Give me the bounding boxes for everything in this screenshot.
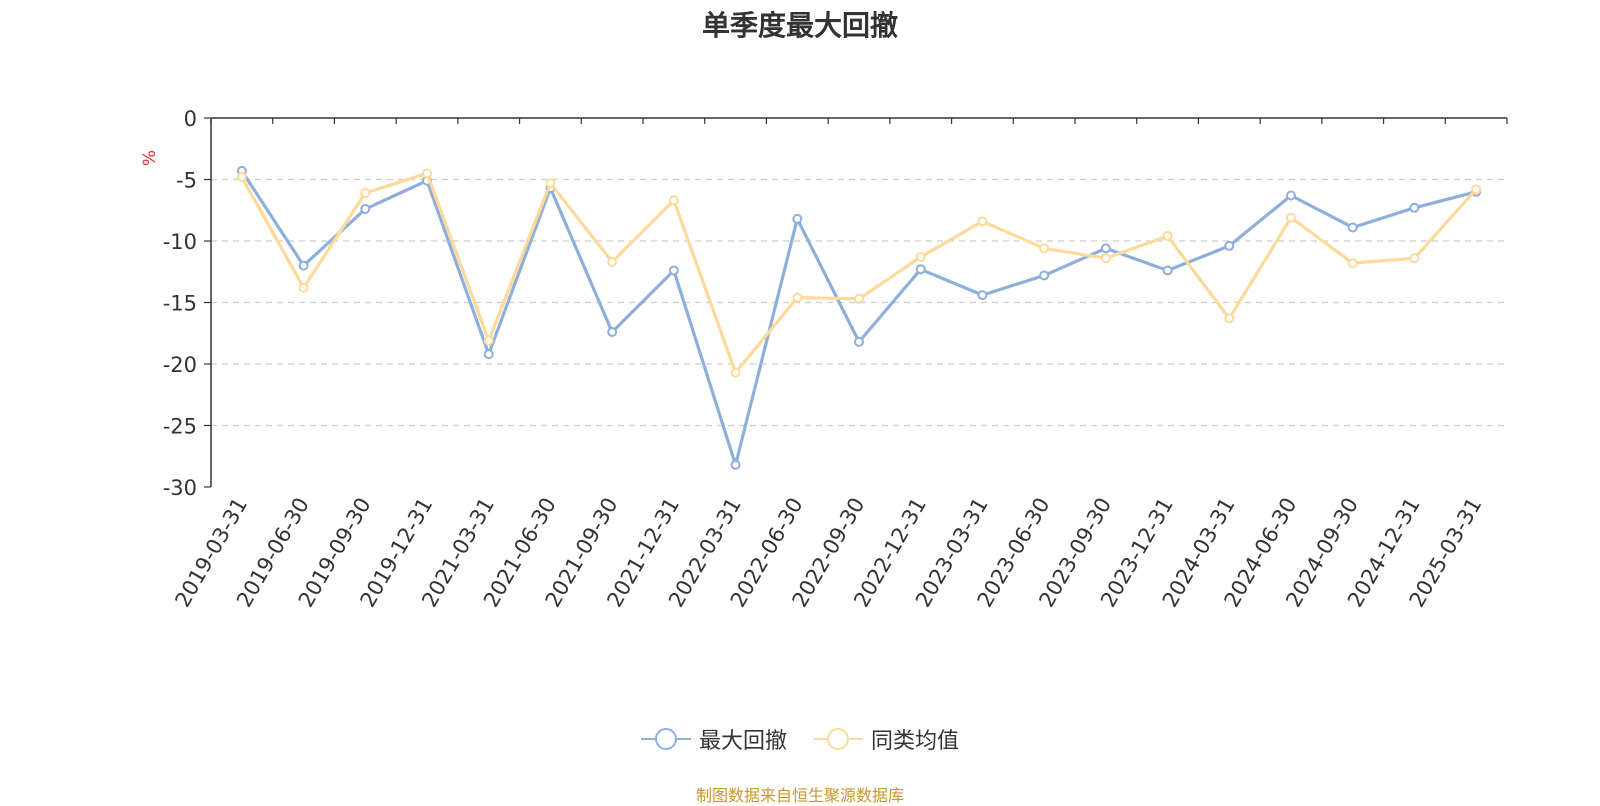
data-point: [298, 282, 309, 293]
data-point: [1162, 265, 1173, 276]
data-point: [1471, 184, 1482, 195]
y-tick-label: 0: [184, 107, 197, 131]
data-point: [668, 195, 679, 206]
legend-label-peer-average: 同类均值: [871, 729, 960, 754]
data-point: [483, 335, 494, 346]
y-tick-label: -15: [163, 292, 197, 316]
data-point: [607, 327, 618, 338]
data-point: [360, 204, 371, 215]
legend-marker-max-drawdown-icon: [640, 728, 691, 750]
data-point: [792, 292, 803, 303]
data-point: [977, 290, 988, 301]
legend-label-max-drawdown: 最大回撤: [698, 729, 787, 754]
y-tick-label: -25: [163, 415, 197, 439]
y-tick-label: -30: [163, 476, 197, 500]
data-point: [915, 264, 926, 275]
data-point: [854, 336, 864, 347]
data-point: [1224, 240, 1235, 251]
data-point: [422, 168, 432, 179]
y-tick-label: -5: [176, 169, 197, 193]
data-point: [1409, 253, 1420, 264]
data-source-note: 制图数据来自恒生聚源数据库: [695, 786, 904, 805]
data-point: [360, 188, 371, 199]
chart-title: 单季度最大回撤: [701, 9, 898, 42]
data-point: [1224, 313, 1235, 324]
data-point: [730, 459, 741, 470]
data-point: [1409, 202, 1420, 213]
legend-marker-peer-average-icon: [813, 728, 863, 750]
line-chart: 0-5-10-15-20-25-30%2019-03-312019-06-302…: [140, 107, 1508, 611]
y-axis-label: %: [140, 150, 160, 166]
data-point: [607, 256, 618, 267]
data-point: [483, 349, 494, 360]
data-point: [545, 178, 556, 189]
data-point: [236, 172, 247, 183]
data-point: [1286, 190, 1296, 201]
series-max-drawdown: [236, 165, 1482, 470]
data-point: [1347, 258, 1358, 269]
data-point: [1100, 243, 1111, 254]
series-peer-average: [236, 168, 1482, 378]
legend-item-max-drawdown[interactable]: 最大回撤: [640, 723, 787, 755]
data-point: [1039, 243, 1050, 254]
data-point: [915, 251, 926, 262]
data-point: [854, 293, 864, 304]
data-point: [668, 265, 679, 276]
y-tick-label: -20: [163, 353, 197, 377]
data-point: [1286, 212, 1296, 223]
data-point: [977, 216, 988, 227]
y-tick-label: -10: [163, 230, 197, 254]
data-point: [1100, 253, 1111, 264]
data-point: [1347, 222, 1358, 233]
data-point: [1039, 270, 1050, 281]
data-point: [1162, 231, 1173, 242]
data-point: [298, 260, 309, 271]
legend-item-peer-average[interactable]: 同类均值: [813, 723, 959, 755]
data-point: [730, 367, 741, 378]
legend: 最大回撤 同类均值: [0, 722, 1600, 756]
data-point: [792, 213, 803, 224]
